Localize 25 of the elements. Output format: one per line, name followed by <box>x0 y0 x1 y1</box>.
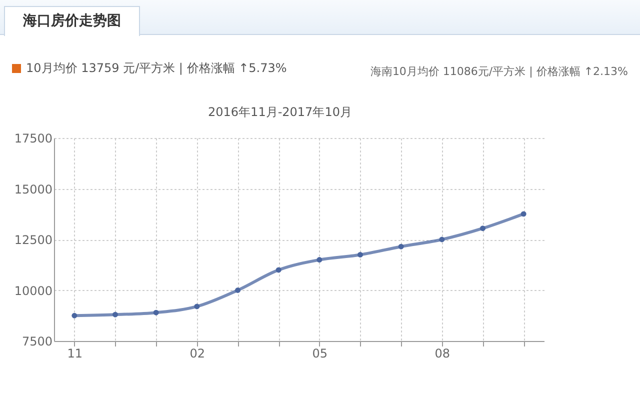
point <box>235 288 240 293</box>
x-tick-label: 05 <box>312 346 328 360</box>
point <box>316 257 322 263</box>
point <box>398 244 404 250</box>
y-tick-label: 10000 <box>14 284 52 298</box>
y-tick-label: 17500 <box>14 132 52 146</box>
point <box>520 211 526 217</box>
y-tick-label: 12500 <box>14 233 52 247</box>
text: 海南10月均价 11086元/平方米 | 价格涨幅 ↑2.13% <box>370 64 628 79</box>
y-tick-label: 15000 <box>14 182 52 196</box>
point <box>480 226 486 232</box>
point <box>276 267 282 273</box>
chart-title: 海口房价走势图 <box>4 6 140 36</box>
x-tick-label: 02 <box>190 346 206 360</box>
x-tick-label: 11 <box>67 346 83 360</box>
point <box>194 304 200 310</box>
y-tick-label: 7500 <box>22 334 52 348</box>
x-tick-label: 08 <box>434 346 450 360</box>
chart-subtitle: 2016年11月-2017年10月 <box>207 104 353 121</box>
text: 10月均价 13759 元/平方米 | 价格涨幅 ↑5.73% <box>26 60 287 77</box>
point <box>153 310 159 316</box>
point <box>358 252 363 258</box>
point <box>112 312 118 318</box>
point <box>72 312 78 318</box>
point <box>439 236 445 242</box>
